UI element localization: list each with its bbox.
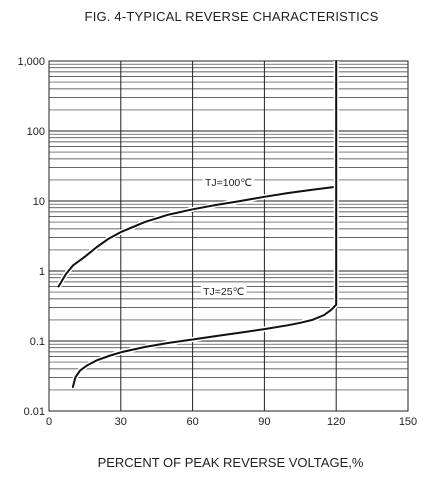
y-tick-label: 10 (33, 196, 45, 208)
x-tick-label: 0 (46, 416, 52, 428)
x-tick-label: 60 (186, 416, 198, 428)
curve-tj-100--halo (56, 184, 337, 288)
curve-label-bg (200, 284, 247, 298)
x-axis-label: PERCENT OF PEAK REVERSE VOLTAGE,% (97, 455, 364, 470)
curve-label-bg (202, 175, 255, 189)
curve-labels: TJ=100℃ TJ=25℃ (200, 175, 255, 298)
curve-tj-25--halo (70, 302, 339, 388)
y-tick-label: 0.1 (30, 336, 45, 348)
curve-label: TJ=25℃ (203, 286, 244, 298)
minor-gridlines (49, 63, 408, 391)
y-tick-label: 0.01 (24, 406, 45, 418)
data-curves (56, 60, 339, 388)
plot-frame (48, 60, 409, 412)
y-tick-label: 1 (39, 266, 45, 278)
x-tick-label: 120 (327, 416, 345, 428)
curve-tj-25- (71, 303, 338, 388)
chart-title: FIG. 4-TYPICAL REVERSE CHARACTERISTICS (84, 9, 379, 24)
curve-tj-100- (57, 185, 338, 288)
x-tick-label: 150 (399, 416, 417, 428)
y-tick-label: 1,000 (17, 56, 45, 68)
x-tick-labels: 0 30 60 90 120 150 (46, 416, 417, 428)
y-tick-labels: 0.01 0.1 1 10 100 1,000 (17, 56, 45, 418)
curve-label: TJ=100℃ (205, 177, 252, 189)
x-tick-label: 90 (258, 416, 270, 428)
x-tick-label: 30 (115, 416, 127, 428)
y-tick-label: 100 (27, 126, 45, 138)
